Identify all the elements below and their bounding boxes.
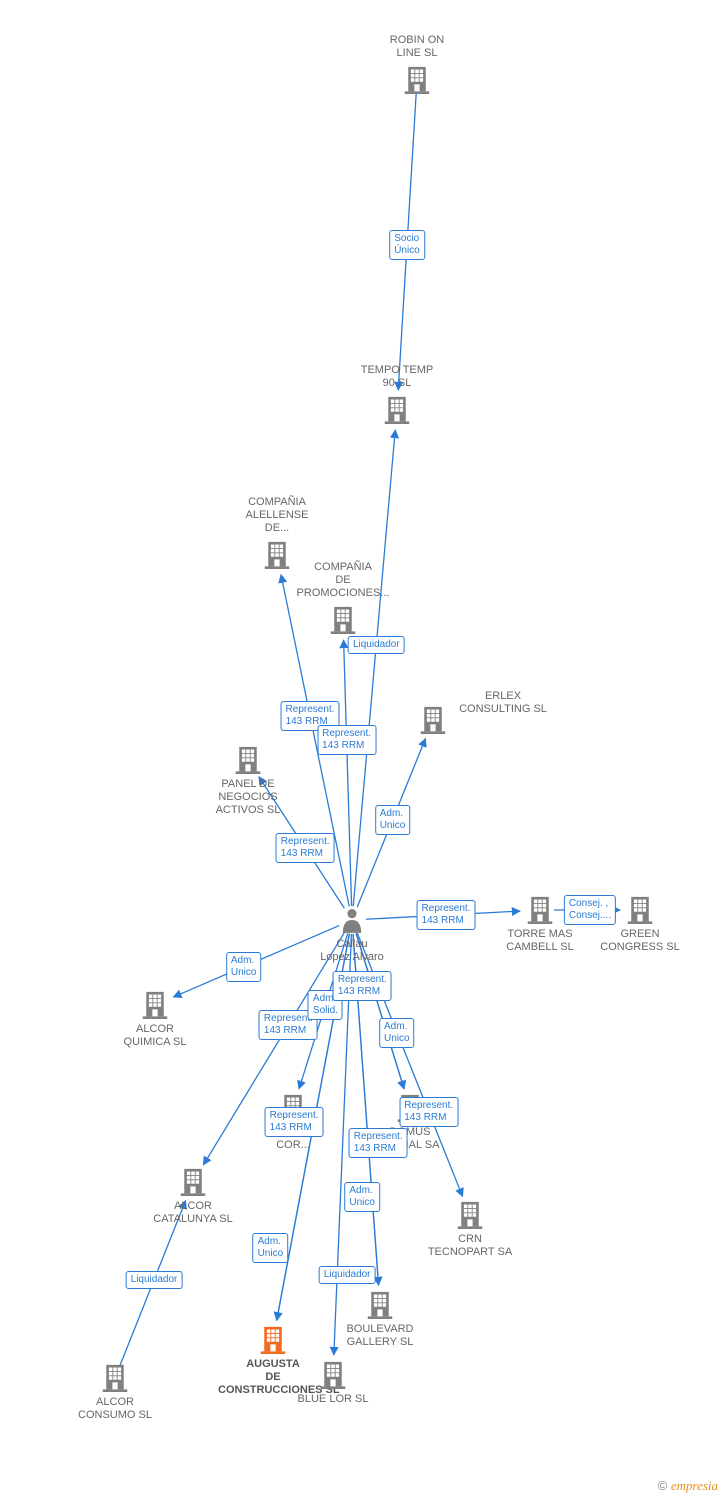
building-icon[interactable]	[259, 1325, 287, 1355]
edge-label: Liquidador	[126, 1271, 183, 1289]
node-label: COMPAÑIA ALELLENSE DE...	[222, 496, 332, 536]
node-label: ALCOR CONSUMO SL	[60, 1396, 170, 1422]
building-icon[interactable]	[319, 1360, 347, 1390]
building-icon[interactable]	[263, 540, 291, 570]
building-icon[interactable]	[456, 1200, 484, 1230]
building-icon[interactable]	[526, 895, 554, 925]
building-icon[interactable]	[101, 1363, 129, 1393]
edge-label: Represent. 143 RRM	[349, 1128, 408, 1158]
building-icon[interactable]	[626, 895, 654, 925]
edge-label: Adm. Unico	[344, 1182, 380, 1212]
edge-label: Adm. Unico	[226, 952, 262, 982]
edge-label: Represent. 143 RRM	[276, 833, 335, 863]
node-label: TORRE MAS CAMBELL SL	[485, 928, 595, 954]
edge-label: Represent. 143 RRM	[399, 1097, 458, 1127]
building-icon[interactable]	[234, 745, 262, 775]
edge-label: Represent. 143 RRM	[417, 900, 476, 930]
edge-line	[344, 640, 352, 906]
node-label: ALCOR QUIMICA SL	[100, 1023, 210, 1049]
building-icon[interactable]	[179, 1167, 207, 1197]
edge-label: Socio Único	[389, 230, 425, 260]
edge-label: Liquidador	[348, 636, 405, 654]
node-label: ROBIN ON LINE SL	[362, 34, 472, 60]
edge-label: Represent. 143 RRM	[265, 1107, 324, 1137]
footer-credit: © empresia	[658, 1478, 718, 1494]
node-label: COMPAÑIA DE PROMOCIONES...	[288, 561, 398, 601]
node-label: Callau Lopez Alvaro	[297, 938, 407, 964]
node-label: TEMPO TEMP 90 SL	[342, 364, 452, 390]
edge-label: Represent. 143 RRM	[333, 971, 392, 1001]
copyright-symbol: ©	[658, 1478, 668, 1493]
building-icon[interactable]	[141, 990, 169, 1020]
node-label: CRN TECNOPART SA	[415, 1233, 525, 1259]
edge-label: Adm. Unico	[375, 805, 411, 835]
node-label: BLUE LOR SL	[278, 1393, 388, 1406]
edge-label: Represent. 143 RRM	[317, 725, 376, 755]
building-icon[interactable]	[366, 1290, 394, 1320]
node-label: ERLEX CONSULTING SL	[448, 690, 558, 716]
building-icon[interactable]	[403, 65, 431, 95]
edge-label: Adm. Unico	[379, 1018, 415, 1048]
building-icon[interactable]	[329, 605, 357, 635]
node-label: GREEN CONGRESS SL	[585, 928, 695, 954]
node-label: PANEL DE NEGOCIOS ACTIVOS SL	[193, 778, 303, 818]
edge-label: Consej. , Consej....	[564, 895, 616, 925]
person-icon[interactable]	[341, 907, 363, 933]
edge-label: Liquidador	[319, 1266, 376, 1284]
edge-label: Adm. Unico	[253, 1233, 289, 1263]
brand-name: empresia	[671, 1478, 718, 1493]
building-icon[interactable]	[419, 705, 447, 735]
node-label: BOULEVARD GALLERY SL	[325, 1323, 435, 1349]
node-label: AUGUSTA DE CONSTRUCCIONES SL	[218, 1358, 328, 1398]
building-icon[interactable]	[383, 395, 411, 425]
node-label: ALCOR CATALUNYA SL	[138, 1200, 248, 1226]
